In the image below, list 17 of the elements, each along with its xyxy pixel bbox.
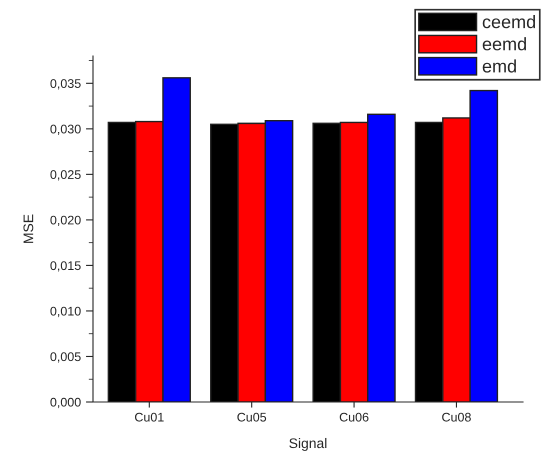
y-axis-title: MSE xyxy=(23,214,34,243)
legend-label: emd xyxy=(482,59,516,73)
x-axis-title: Signal xyxy=(289,438,326,451)
y-tick-label: 0,000 xyxy=(50,398,81,408)
y-tick-label: 0,030 xyxy=(50,124,81,135)
y-tick-label: 0,025 xyxy=(50,170,81,180)
y-tick-label: 0,015 xyxy=(50,261,81,272)
legend-label: ceemd xyxy=(482,15,535,28)
y-tick-label: 0,005 xyxy=(50,352,81,363)
x-tick-label: Cu08 xyxy=(442,412,471,422)
y-tick-label: 0,035 xyxy=(50,79,81,90)
legend-label: eemd xyxy=(482,37,526,50)
x-tick-label: Cu01 xyxy=(135,412,164,422)
y-tick-label: 0,010 xyxy=(50,306,81,318)
x-tick-label: Cu06 xyxy=(340,412,368,422)
x-tick-label: Cu05 xyxy=(237,412,266,422)
y-tick-label: 0,020 xyxy=(50,216,81,226)
